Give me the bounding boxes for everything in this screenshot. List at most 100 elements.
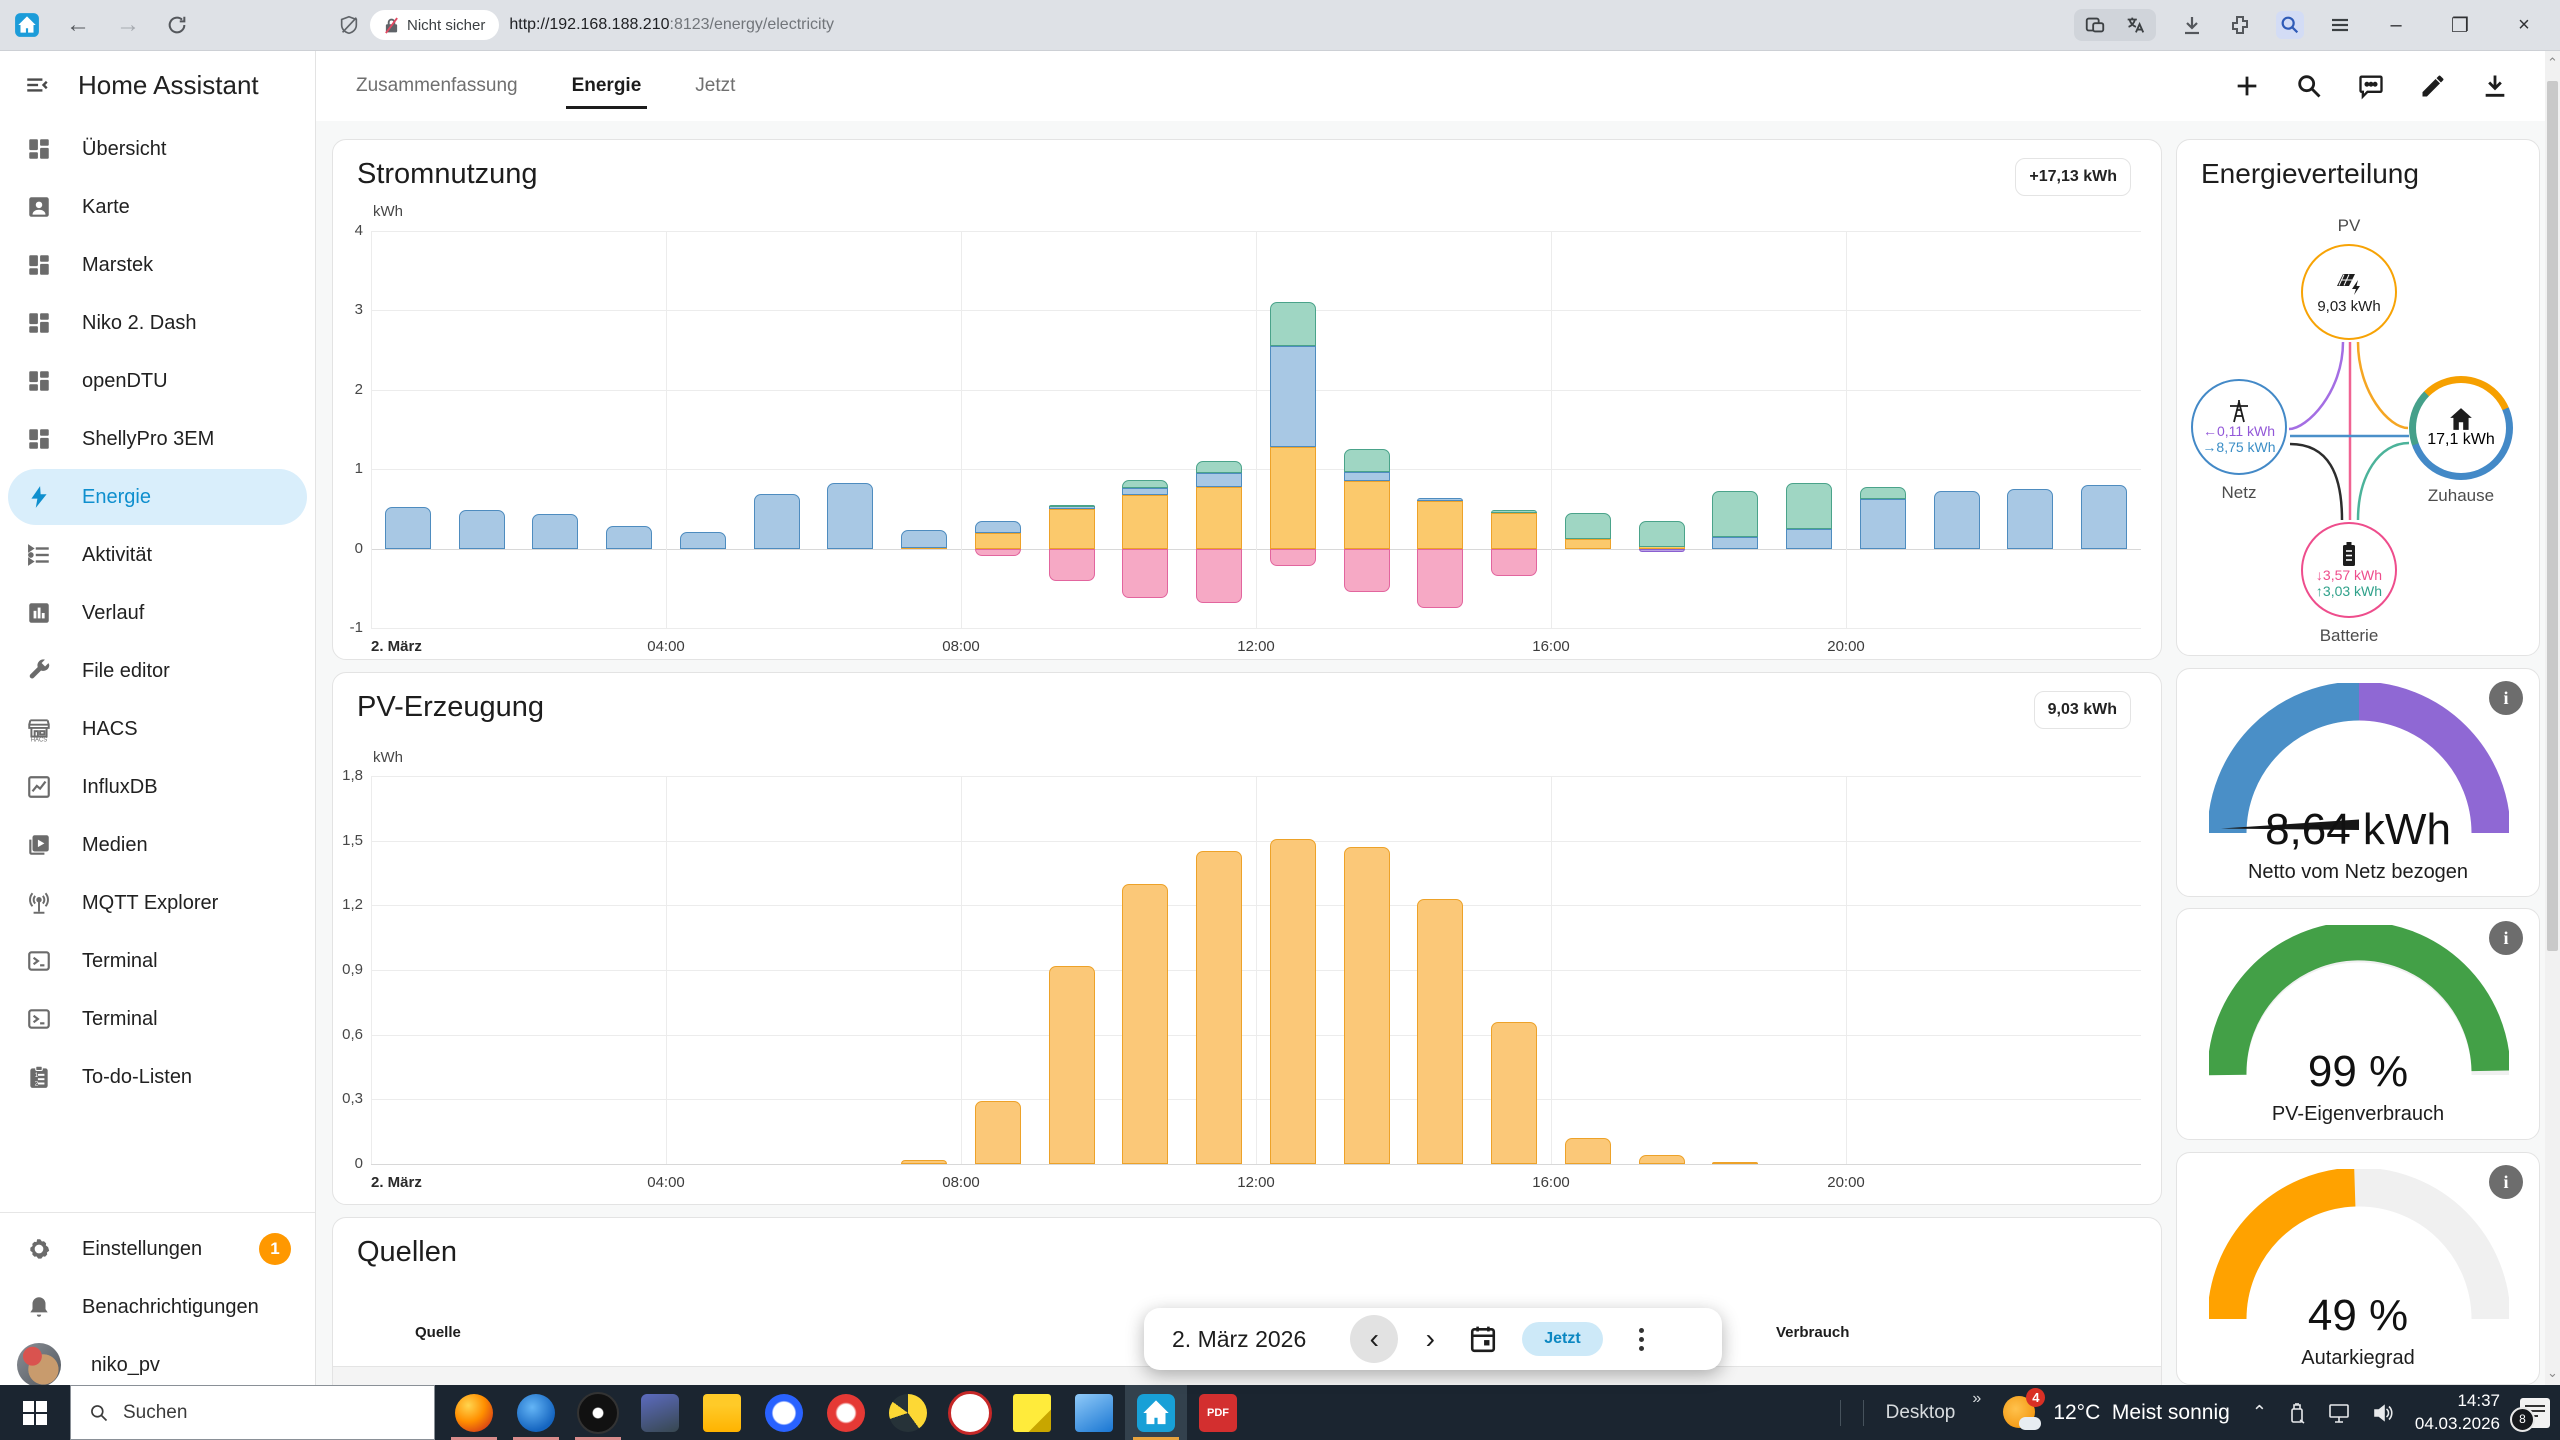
main-area: Zusammenfassung Energie Jetzt Stromnutzu… [316,51,2545,1385]
sidebar-item-user[interactable]: niko_pv [8,1337,307,1393]
sidebar-item-terminal[interactable]: Terminal [8,991,307,1047]
bar-segment-netz-bezogen [974,520,1021,533]
taskbar-app-magnifier-app[interactable] [1063,1385,1125,1440]
edit-icon[interactable] [2419,72,2447,100]
pv-node[interactable]: 9,03 kWh [2301,244,2397,340]
taskbar-app-thunderbird[interactable] [505,1385,567,1440]
download-icon[interactable] [2481,72,2509,100]
downloads-icon[interactable] [2180,13,2204,37]
taskbar-app-pdf-app[interactable]: PDF [1187,1385,1249,1440]
sidebar-item-einstellungen[interactable]: Einstellungen 1 [8,1221,307,1277]
taskbar-app-keepass[interactable] [567,1385,629,1440]
extensions-icon[interactable] [2228,13,2252,37]
keepass-icon [577,1391,619,1434]
url-text[interactable]: http://192.168.188.210:8123/energy/elect… [509,16,835,33]
date-menu-kebab-icon[interactable] [1638,1327,1644,1351]
browser-search-icon[interactable] [2276,11,2304,39]
browser-back-button[interactable]: ← [66,11,90,38]
console-icon [26,948,52,974]
scroll-up-icon[interactable]: ⌃ [2547,55,2558,70]
calendar-icon[interactable] [1470,1325,1496,1353]
sidebar-item-terminal[interactable]: Terminal [8,933,307,989]
picture-in-picture-icon[interactable] [2084,14,2106,36]
assist-chat-icon[interactable] [2357,72,2385,100]
sidebar-item-influxdb[interactable]: InfluxDB [8,759,307,815]
clock[interactable]: 14:37 04.03.2026 [2414,1390,2500,1433]
batterie-node[interactable]: ↓3,57 kWh ↑3,03 kWh [2301,522,2397,618]
info-icon[interactable]: i [2489,681,2523,715]
sidebar-item-aktivit-t[interactable]: Aktivität [8,527,307,583]
tab-energie[interactable]: Energie [565,51,647,121]
taskbar-app-remote-desktop[interactable] [629,1385,691,1440]
usb-icon[interactable] [2287,1401,2307,1425]
table-row[interactable] [333,1367,2161,1385]
taskbar-app-sticky-notes[interactable] [1001,1385,1063,1440]
info-icon[interactable]: i [2489,921,2523,955]
sidebar-item-hacs[interactable]: HACS HACS [8,701,307,757]
page-scrollbar[interactable]: ⌃ ⌄ [2545,51,2560,1385]
jetzt-button[interactable]: Jetzt [1522,1322,1603,1356]
security-chip[interactable]: Nicht sicher [370,10,500,40]
sidebar-item-bersicht[interactable]: Übersicht [8,121,307,177]
volume-icon[interactable] [2371,1402,2395,1424]
sidebar-item-opendtu[interactable]: openDTU [8,353,307,409]
bar-segment-solar [1196,851,1243,1164]
taskbar-app-home-assistant[interactable] [1125,1385,1187,1440]
scrollbar-thumb[interactable] [2547,81,2558,951]
desktop-toolbar[interactable]: Desktop» [1885,1389,1982,1423]
taskbar-app-explorer[interactable] [691,1385,753,1440]
tracking-prevention-icon[interactable] [338,14,360,36]
taskbar-app-opera[interactable] [815,1385,877,1440]
taskbar-app-firefox[interactable] [443,1385,505,1440]
bar-segment-solar [1491,512,1538,549]
add-button[interactable] [2233,72,2261,100]
sidebar-toggle-icon[interactable] [24,72,50,98]
translate-icon[interactable] [2124,14,2146,36]
sidebar-item-to-do-listen[interactable]: 1 2 To-do-Listen [8,1049,307,1105]
bar-segment-netz-bezogen [1196,473,1243,487]
tab-jetzt[interactable]: Jetzt [695,75,736,96]
network-icon[interactable] [2327,1402,2351,1424]
taskbar-search-input[interactable]: Suchen [70,1385,435,1440]
browser-forward-button[interactable]: → [116,11,140,38]
zuhause-node[interactable]: 17,1 kWh [2409,376,2513,480]
bar-segment-netz-bezogen [1859,499,1906,549]
sidebar-item-medien[interactable]: Medien [8,817,307,873]
address-bar[interactable]: Nicht sicher http://192.168.188.210:8123… [338,10,2074,40]
browser-menu-icon[interactable] [2328,13,2352,37]
taskbar-app-signal[interactable] [753,1385,815,1440]
previous-day-button[interactable]: ‹ [1350,1315,1399,1363]
bar-segment-solar [1122,494,1169,549]
next-day-button[interactable]: › [1425,1323,1435,1354]
sidebar-item-niko-2-dash[interactable]: Niko 2. Dash [8,295,307,351]
sidebar-item-verlauf[interactable]: Verlauf [8,585,307,641]
search-icon[interactable] [2295,72,2323,100]
show-hidden-icons[interactable]: ⌃ [2251,1402,2267,1422]
sidebar-item-shellypro-3em[interactable]: ShellyPro 3EM [8,411,307,467]
start-button[interactable] [0,1385,70,1440]
sidebar-item-file-editor[interactable]: File editor [8,643,307,699]
action-center-icon[interactable]: 8 [2510,1397,2550,1432]
sidebar-item-karte[interactable]: Karte [8,179,307,235]
taskbar-app-snipping-tool[interactable] [939,1385,1001,1440]
sidebar-item-marstek[interactable]: Marstek [8,237,307,293]
house-icon [2448,407,2474,431]
window-close-button[interactable]: × [2518,13,2530,36]
window-minimize-button[interactable]: – [2390,13,2402,36]
browser-reload-button[interactable] [166,14,188,36]
stromnutzung-chart[interactable]: 4 3 2 1 0 -1 2. März 04:00 08:00 12:00 16:00 20:00 [350,222,2141,655]
pv-chart[interactable]: 1,8 1,5 1,2 0,9 0,6 0,3 0 2. März 04:00 08:00 12:0… [342,767,2141,1191]
window-restore-button[interactable]: ❐ [2451,14,2469,37]
browser-toolbar: ← → Nicht sicher http://192.168.188.210:… [0,0,2560,51]
sidebar-item-mqtt-explorer[interactable]: MQTT Explorer [8,875,307,931]
sidebar-item-energie[interactable]: Energie [8,469,307,525]
sidebar-item-benachrichtigungen[interactable]: Benachrichtigungen [8,1279,307,1335]
bar-segment-netz-bezogen [1786,528,1833,549]
pv-node-label: PV [2337,216,2361,235]
info-icon[interactable]: i [2489,1165,2523,1199]
scroll-down-icon[interactable]: ⌄ [2547,1365,2558,1380]
netz-node[interactable]: ←0,11 kWh →8,75 kWh [2191,379,2287,475]
tab-zusammenfassung[interactable]: Zusammenfassung [356,75,518,96]
taskbar-app-swirl-app[interactable] [877,1385,939,1440]
weather-widget[interactable]: 4 12°C Meist sonnig [2003,1387,2230,1432]
